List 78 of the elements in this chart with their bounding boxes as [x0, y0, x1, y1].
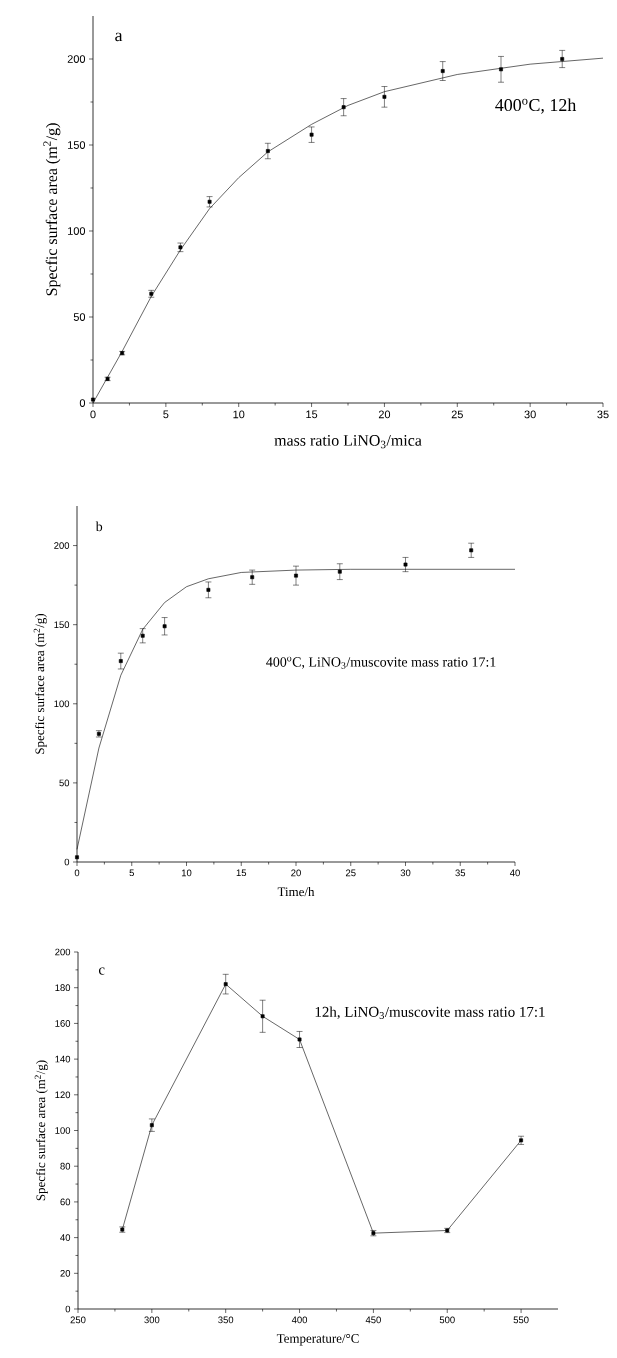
point: [294, 573, 298, 578]
y-tick-label: 150: [54, 621, 70, 629]
point: [440, 69, 445, 73]
y-tick-label: 20: [60, 1269, 71, 1277]
annotation: b: [95, 521, 103, 532]
y-tick-label: 120: [55, 1091, 71, 1099]
point: [149, 1123, 154, 1128]
y-tick-label: 200: [55, 948, 71, 956]
x-tick-label: 10: [181, 869, 192, 877]
y-tick-label: 0: [64, 858, 70, 866]
y-tick-label: 60: [60, 1198, 71, 1206]
x-axis-title: mass ratio LiNO$_{3}$/mica: [274, 435, 422, 449]
point: [297, 1037, 302, 1042]
point: [469, 548, 474, 553]
y-axis-title: Specfic surface area (m$^{2}$/g): [34, 1060, 48, 1201]
y-tick-label: 80: [60, 1162, 71, 1170]
y-axis-title: Specfic surface area (m$^{2}$/g): [33, 613, 47, 754]
y-tick-label: 140: [55, 1055, 71, 1063]
annotation: 400$^{o}$C, LiNO$_{3}$/muscovite mass ratio 17:1: [266, 656, 496, 669]
x-tick-label: 30: [400, 869, 411, 877]
point: [118, 659, 123, 663]
x-tick-label: 5: [163, 410, 169, 419]
x-tick-label: 10: [233, 410, 245, 419]
point: [337, 569, 342, 574]
point: [560, 57, 565, 61]
y-tick-label: 100: [54, 700, 70, 708]
x-axis-title: Temperature/°C: [276, 1334, 359, 1346]
point: [403, 562, 408, 567]
point: [91, 397, 95, 402]
point: [250, 575, 255, 580]
point: [341, 105, 346, 110]
x-tick-label: 35: [597, 410, 609, 419]
point: [265, 149, 270, 153]
x-axis-title: Time/h: [277, 887, 315, 897]
x-tick-label: 30: [524, 410, 536, 419]
y-tick-label: 50: [59, 779, 70, 787]
x-tick-label: 5: [129, 869, 134, 877]
x-tick-label: 20: [378, 410, 391, 419]
x-tick-label: 500: [439, 1316, 455, 1324]
x-tick-label: 25: [451, 410, 463, 419]
y-tick-label: 40: [60, 1234, 71, 1241]
x-tick-label: 450: [365, 1316, 381, 1324]
annotation: a: [115, 32, 123, 42]
x-tick-label: 20: [291, 869, 301, 877]
y-tick-label: 180: [55, 984, 71, 992]
y-tick-label: 150: [68, 141, 86, 149]
x-tick-label: 550: [513, 1316, 529, 1324]
y-tick-label: 0: [65, 1305, 71, 1313]
x-tick-label: 0: [90, 410, 96, 419]
y-tick-label: 0: [79, 399, 86, 407]
point: [223, 982, 228, 987]
point: [162, 624, 167, 629]
y-tick-label: 50: [73, 313, 86, 321]
x-tick-label: 35: [455, 869, 466, 877]
annotation: 12h, LiNO$_{3}$/muscovite mass ratio 17:1: [315, 1006, 545, 1020]
x-tick-label: 15: [236, 869, 247, 877]
y-tick-label: 100: [68, 227, 86, 235]
y-tick-label: 100: [55, 1127, 71, 1134]
x-tick-label: 350: [218, 1316, 234, 1324]
x-tick-label: 40: [509, 869, 520, 877]
point: [260, 1014, 265, 1019]
point: [206, 587, 211, 592]
point: [382, 94, 387, 99]
annotation: c: [98, 967, 105, 975]
annotation: 400$^{o}$C, 12h: [495, 98, 577, 114]
x-tick-label: 400: [291, 1316, 308, 1324]
point: [309, 132, 314, 137]
x-tick-label: 250: [70, 1316, 86, 1324]
x-tick-label: 15: [306, 410, 318, 419]
x-tick-label: 300: [144, 1316, 160, 1324]
x-tick-label: 25: [345, 869, 356, 877]
point: [499, 67, 503, 72]
y-tick-label: 200: [54, 542, 70, 549]
y-tick-label: 200: [67, 55, 86, 63]
point: [75, 855, 79, 860]
y-axis-title: Specfic surface area (m$^{2}$/g): [43, 123, 61, 296]
point: [140, 633, 145, 638]
y-tick-label: 160: [55, 1020, 71, 1027]
